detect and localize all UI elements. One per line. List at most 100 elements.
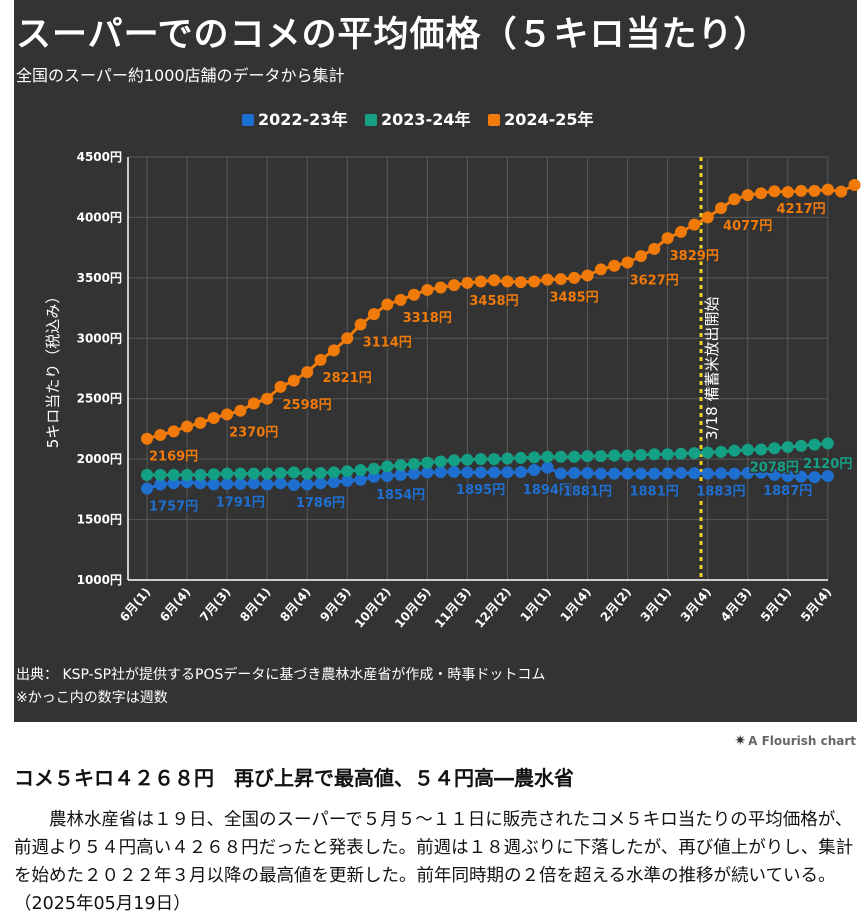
y-tick-label: 1500円 [77,513,122,527]
annotation-label: 3/18 備蓄米放出開始 [703,297,721,440]
data-label: 3485円 [550,291,599,306]
data-point [474,453,487,466]
data-point [608,259,621,272]
x-tick-label: 1月(4) [558,585,594,624]
data-point [154,478,167,491]
data-point [381,460,394,473]
data-point [554,273,567,286]
data-point [755,466,768,479]
data-point [675,225,687,238]
data-point [541,273,554,286]
data-point [301,366,314,379]
data-point [247,397,260,410]
legend-swatch-2022 [242,114,254,126]
data-point [327,476,340,489]
data-point [434,466,447,479]
data-point [221,408,234,421]
data-point [207,478,220,491]
data-point [141,432,153,445]
data-point [234,467,247,480]
data-point [354,473,367,486]
data-point [554,467,567,480]
data-point [394,293,407,306]
data-label: 1895円 [456,483,505,498]
data-point [581,467,594,480]
data-point [327,466,340,479]
data-point [354,464,367,477]
chart-panel [14,0,857,722]
data-point [141,482,153,495]
legend-item-2022[interactable]: 2022-23年 [242,106,347,130]
data-label: 4077円 [723,219,772,234]
data-point [795,470,808,483]
data-point [541,450,554,463]
article-body: 農林水産省は１９日、全国のスーパーで５月５～１１日に販売されたコメ５キロ当たりの… [14,810,854,914]
data-point [568,467,581,480]
data-point [381,298,394,311]
x-tick-label: 10月(5) [392,585,434,631]
data-point [501,452,514,465]
data-label: 1791円 [216,495,265,510]
data-label: 1854円 [376,488,425,503]
data-point [341,474,354,487]
data-point [568,450,581,463]
data-point [421,283,434,296]
data-point [688,218,701,231]
legend-item-2024[interactable]: 2024-25年 [488,106,594,130]
data-point [514,276,527,289]
series-line-2022-23年 [146,466,828,490]
y-tick-label: 4500円 [77,150,122,164]
chart-source: 出典： KSP-SP社が提供するPOSデータに基づき農林水産省が作成・時事ドット… [16,664,545,710]
data-point [341,332,354,345]
data-point [581,450,594,463]
x-tick-label: 8月(1) [237,585,273,624]
data-label: 1786円 [296,496,345,511]
y-tick-label: 3500円 [77,271,122,285]
data-point [314,353,327,366]
legend-label-2024: 2024-25年 [504,110,594,129]
x-tick-label: 9月(3) [317,585,353,624]
data-point [141,468,153,481]
data-point [221,477,234,490]
data-point [314,477,327,490]
x-tick-label: 12月(2) [472,585,514,631]
legend-label-2022: 2022-23年 [258,110,348,129]
x-tick-label: 7月(3) [197,585,233,624]
data-point [207,412,220,425]
data-point [488,274,501,287]
data-point [474,466,487,479]
data-label: 3114円 [363,336,412,351]
data-point [648,242,661,255]
legend-item-2023[interactable]: 2023-24年 [365,106,470,130]
data-point [688,447,701,460]
y-tick-label: 3000円 [77,331,122,345]
flourish-credit[interactable]: ✷ A Flourish chart [734,733,856,749]
data-label: 2169円 [149,450,198,465]
y-axis-title: 5キロ当たり（税込み） [44,289,62,449]
data-label: 3627円 [630,274,679,289]
x-tick-label: 6月(1) [117,585,153,624]
data-point [448,465,461,478]
data-label: 2078円 [750,461,799,476]
data-point [221,467,234,480]
data-point [741,189,754,202]
legend-label-2023: 2023-24年 [381,110,471,129]
data-label: 2120円 [803,457,852,472]
data-point [728,193,741,206]
data-point [528,464,541,477]
data-point [781,186,794,199]
x-tick-label: 3月(1) [638,585,674,624]
y-tick-label: 2000円 [77,452,122,466]
data-point [448,279,461,292]
data-point [394,459,407,472]
data-point [167,468,180,481]
data-point [661,232,674,245]
data-label: 1883円 [696,484,745,499]
data-point [434,455,447,468]
data-point [821,470,834,483]
data-point [367,462,380,475]
flourish-logo-icon: ✷ [734,733,747,749]
data-point [461,466,474,479]
data-label: 1887円 [763,484,812,499]
data-point [528,275,541,288]
